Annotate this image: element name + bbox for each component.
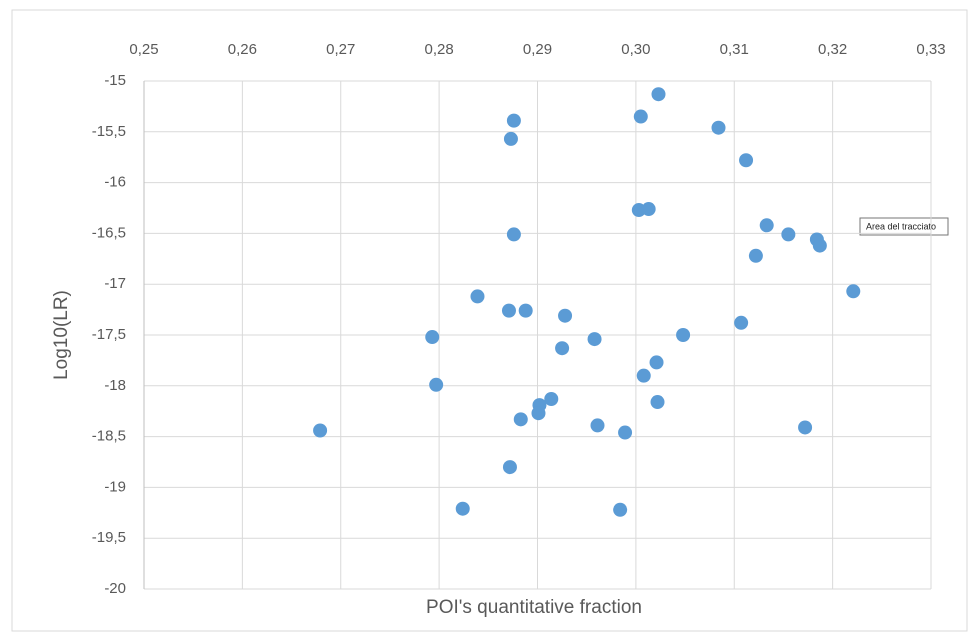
x-tick-label: 0,30	[621, 41, 650, 58]
point	[651, 87, 666, 102]
point	[650, 395, 665, 410]
y-tick-label: -16,5	[92, 224, 126, 241]
point	[531, 406, 546, 421]
point	[506, 227, 521, 242]
point	[798, 420, 813, 435]
point	[748, 248, 763, 263]
y-axis-title: Log10(LR)	[51, 290, 72, 380]
y-tick-label: -18	[104, 377, 126, 394]
point	[544, 392, 559, 407]
y-tick-label: -15	[104, 72, 126, 89]
x-tick-label: 0,29	[523, 41, 552, 58]
point	[734, 315, 749, 330]
point	[429, 377, 444, 392]
point	[613, 502, 628, 517]
point	[759, 218, 774, 233]
y-tick-label: -20	[104, 580, 126, 597]
y-tick-label: -15,5	[92, 123, 126, 140]
point	[502, 460, 517, 475]
point	[633, 109, 648, 124]
point	[503, 131, 518, 146]
x-tick-label: 0,31	[720, 41, 749, 58]
y-tick-label: -17,5	[92, 326, 126, 343]
point	[636, 368, 651, 383]
point	[501, 303, 516, 318]
y-tick-label: -18,5	[92, 428, 126, 445]
point	[555, 341, 570, 356]
chart-frame	[11, 9, 968, 632]
point	[313, 423, 328, 438]
x-axis-title: POI's quantitative fraction	[426, 597, 642, 618]
point	[506, 113, 521, 128]
point	[425, 330, 440, 345]
x-tick-label: 0,32	[818, 41, 847, 58]
point	[739, 153, 754, 168]
point	[846, 284, 861, 299]
tooltip: Area del tracciato	[866, 221, 936, 231]
point	[676, 328, 691, 342]
tooltip-box	[859, 217, 949, 236]
point	[470, 289, 485, 304]
point	[455, 501, 470, 516]
y-tick-label: -16	[104, 174, 126, 191]
point	[587, 332, 602, 347]
point	[618, 425, 633, 440]
x-tick-label: 0,25	[129, 41, 158, 58]
point	[590, 418, 605, 433]
point	[649, 355, 664, 370]
x-tick-label: 0,26	[228, 41, 257, 58]
x-tick-label: 0,27	[326, 41, 355, 58]
x-tick-label: 0,28	[425, 41, 454, 58]
point	[711, 120, 726, 135]
point	[812, 238, 827, 253]
y-tick-label: -17	[104, 275, 126, 292]
point	[513, 412, 528, 427]
point	[641, 202, 656, 217]
x-tick-label: 0,33	[916, 41, 945, 58]
y-tick-label: -19	[104, 478, 126, 495]
point	[518, 303, 533, 318]
point	[558, 308, 573, 323]
point	[781, 227, 796, 242]
y-tick-label: -19,5	[92, 529, 126, 546]
